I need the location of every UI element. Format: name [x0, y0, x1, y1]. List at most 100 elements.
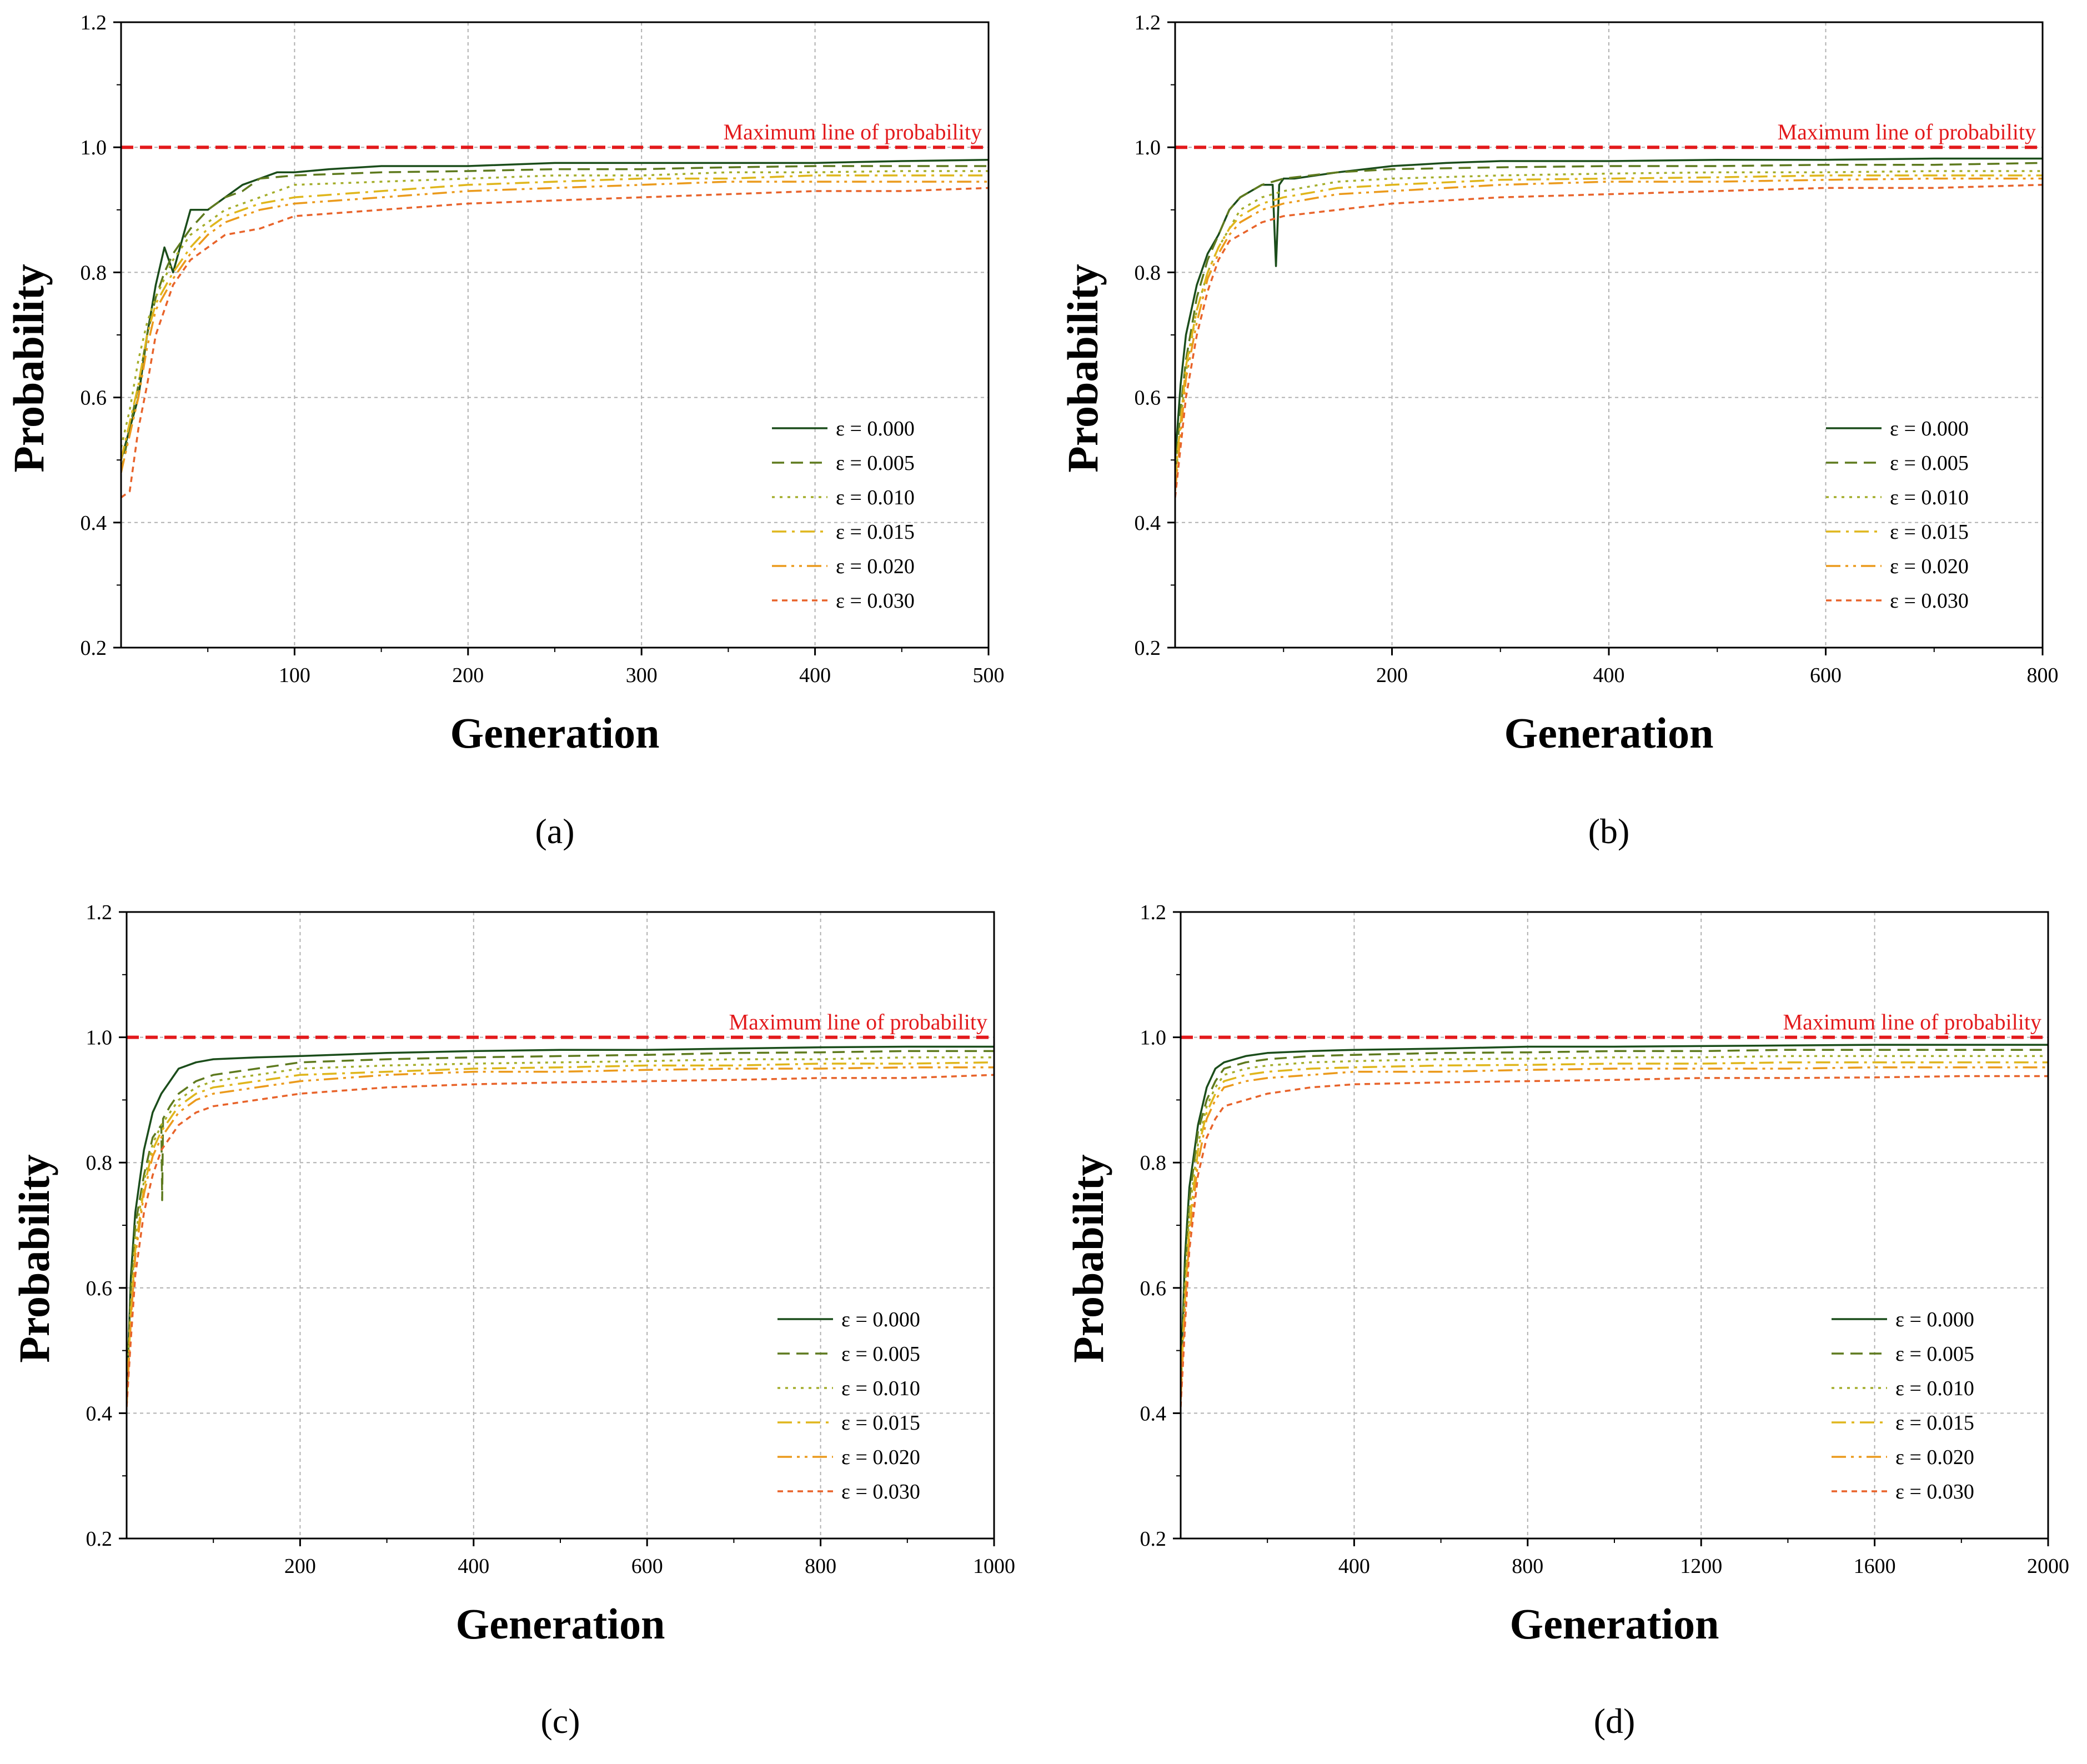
legend-label-c-2: ε = 0.010 — [841, 1377, 920, 1400]
series-line-d-0 — [1181, 1044, 2048, 1382]
x-axis-title-a: Generation — [450, 709, 660, 757]
y-tick-label-d-4: 1.0 — [1140, 1026, 1167, 1050]
y-tick-label-c-5: 1.2 — [86, 901, 113, 924]
legend-label-d-5: ε = 0.030 — [1895, 1480, 1974, 1504]
x-tick-label-d-0: 400 — [1338, 1555, 1370, 1578]
x-tick-label-b-2: 600 — [1810, 664, 1842, 687]
y-tick-label-b-4: 1.0 — [1135, 136, 1161, 159]
y-tick-label-d-0: 0.2 — [1140, 1527, 1167, 1551]
y-tick-label-b-1: 0.4 — [1135, 512, 1161, 535]
panel-caption-b: (b) — [1588, 811, 1630, 851]
series-line-d-4 — [1181, 1066, 2048, 1401]
series-line-a-5 — [121, 187, 989, 499]
y-tick-label-c-0: 0.2 — [86, 1527, 113, 1551]
y-tick-label-b-5: 1.2 — [1135, 11, 1161, 34]
series-line-a-0 — [121, 158, 989, 460]
y-tick-label-c-2: 0.6 — [86, 1277, 113, 1300]
legend-label-a-3: ε = 0.015 — [836, 520, 915, 544]
y-tick-label-a-2: 0.6 — [81, 387, 107, 410]
series-line-b-2 — [1175, 170, 2043, 485]
x-tick-label-c-1: 400 — [458, 1555, 489, 1578]
x-tick-label-a-0: 100 — [279, 664, 310, 687]
series-line-d-5 — [1181, 1075, 2048, 1407]
series-line-a-4 — [121, 181, 989, 473]
series-line-c-0 — [127, 1045, 994, 1401]
legend-label-b-5: ε = 0.030 — [1890, 589, 1969, 613]
series-line-a-1 — [121, 165, 989, 473]
x-tick-label-d-4: 2000 — [2027, 1555, 2069, 1578]
chart-panel-a: Maximum line of probability 100 200 300 400 5… — [4, 11, 1005, 851]
chart-panel-b: Maximum line of probability 200 400 600 800 0… — [1058, 11, 2059, 851]
x-tick-label-b-0: 200 — [1376, 664, 1408, 687]
legend-label-b-2: ε = 0.010 — [1890, 486, 1969, 509]
x-axis-title-b: Generation — [1504, 709, 1714, 757]
legend-label-d-0: ε = 0.000 — [1895, 1308, 1974, 1331]
x-tick-label-d-1: 800 — [1512, 1555, 1543, 1578]
x-tick-label-a-2: 300 — [626, 664, 658, 687]
legend-label-c-4: ε = 0.020 — [841, 1446, 920, 1469]
legend-label-d-3: ε = 0.015 — [1895, 1411, 1974, 1435]
plot-frame-a — [120, 21, 990, 649]
legend-b: ε = 0.000 ε = 0.005 ε = 0.010 ε = 0.015 ε = … — [1826, 417, 1969, 613]
y-tick-label-c-1: 0.4 — [86, 1402, 113, 1425]
y-axis-title-a: Probability — [4, 264, 53, 473]
series-line-d-1 — [1181, 1049, 2048, 1389]
legend-label-a-2: ε = 0.010 — [836, 486, 915, 509]
reference-label-b: Maximum line of probability — [1778, 119, 2036, 144]
legend-label-d-4: ε = 0.020 — [1895, 1446, 1974, 1469]
legend-label-c-3: ε = 0.015 — [841, 1411, 920, 1435]
series-line-c-2 — [127, 1056, 994, 1395]
y-tick-label-c-3: 0.8 — [86, 1151, 113, 1175]
series-line-b-0 — [1175, 157, 2043, 460]
y-tick-label-a-0: 0.2 — [81, 637, 107, 660]
plot-frame-c — [126, 911, 995, 1540]
x-tick-label-b-3: 800 — [2027, 664, 2059, 687]
legend-label-b-4: ε = 0.020 — [1890, 555, 1969, 578]
y-tick-label-a-1: 0.4 — [81, 512, 107, 535]
chart-panel-c: Maximum line of probability 200 400 600 800 1… — [10, 901, 1015, 1741]
series-line-c-3 — [127, 1061, 994, 1401]
series-line-a-2 — [121, 170, 989, 448]
legend-a: ε = 0.000 ε = 0.005 ε = 0.010 ε = 0.015 ε = … — [772, 417, 915, 613]
legend-label-b-3: ε = 0.015 — [1890, 520, 1969, 544]
legend-label-d-2: ε = 0.010 — [1895, 1377, 1974, 1400]
x-tick-label-c-0: 200 — [284, 1555, 316, 1578]
series-line-b-3 — [1175, 174, 2043, 479]
panel-caption-c: (c) — [540, 1701, 580, 1741]
y-axis-title-d: Probability — [1064, 1154, 1112, 1363]
x-axis-title-d: Generation — [1510, 1600, 1719, 1648]
legend-label-d-1: ε = 0.005 — [1895, 1342, 1974, 1366]
reference-label-d: Maximum line of probability — [1783, 1010, 2042, 1035]
series-line-c-1 — [127, 1050, 994, 1389]
y-tick-label-d-2: 0.6 — [1140, 1277, 1167, 1300]
x-tick-label-d-2: 1200 — [1680, 1555, 1722, 1578]
series-line-d-3 — [1181, 1061, 2048, 1389]
y-axis-title-b: Probability — [1058, 264, 1107, 473]
series-line-c-4 — [127, 1066, 994, 1407]
legend-label-b-1: ε = 0.005 — [1890, 452, 1969, 475]
legend-label-a-5: ε = 0.030 — [836, 589, 915, 613]
x-tick-label-c-2: 600 — [631, 1555, 663, 1578]
reference-label-a: Maximum line of probability — [724, 119, 982, 144]
series-line-d-2 — [1181, 1055, 2048, 1395]
y-tick-label-d-3: 0.8 — [1140, 1151, 1167, 1175]
y-tick-label-b-2: 0.6 — [1135, 387, 1161, 410]
panel-caption-d: (d) — [1594, 1701, 1636, 1741]
y-tick-label-b-0: 0.2 — [1135, 637, 1161, 660]
x-tick-label-a-4: 500 — [973, 664, 1005, 687]
series-line-b-1 — [1175, 162, 2043, 473]
legend-c: ε = 0.000 ε = 0.005 ε = 0.010 ε = 0.015 ε = … — [777, 1308, 920, 1504]
y-tick-label-a-3: 0.8 — [81, 261, 107, 284]
x-tick-label-c-3: 800 — [805, 1555, 836, 1578]
y-tick-label-a-5: 1.2 — [81, 11, 107, 34]
x-tick-label-c-4: 1000 — [973, 1555, 1015, 1578]
x-tick-label-a-1: 200 — [452, 664, 484, 687]
legend-label-a-4: ε = 0.020 — [836, 555, 915, 578]
y-tick-label-b-3: 0.8 — [1135, 261, 1161, 284]
x-axis-title-c: Generation — [456, 1600, 665, 1648]
plot-frame-d — [1180, 911, 2049, 1540]
y-tick-label-d-5: 1.2 — [1140, 901, 1167, 924]
y-axis-title-c: Probability — [10, 1154, 58, 1363]
legend-d: ε = 0.000 ε = 0.005 ε = 0.010 ε = 0.015 ε = … — [1832, 1308, 1974, 1504]
y-tick-label-d-1: 0.4 — [1140, 1402, 1167, 1425]
